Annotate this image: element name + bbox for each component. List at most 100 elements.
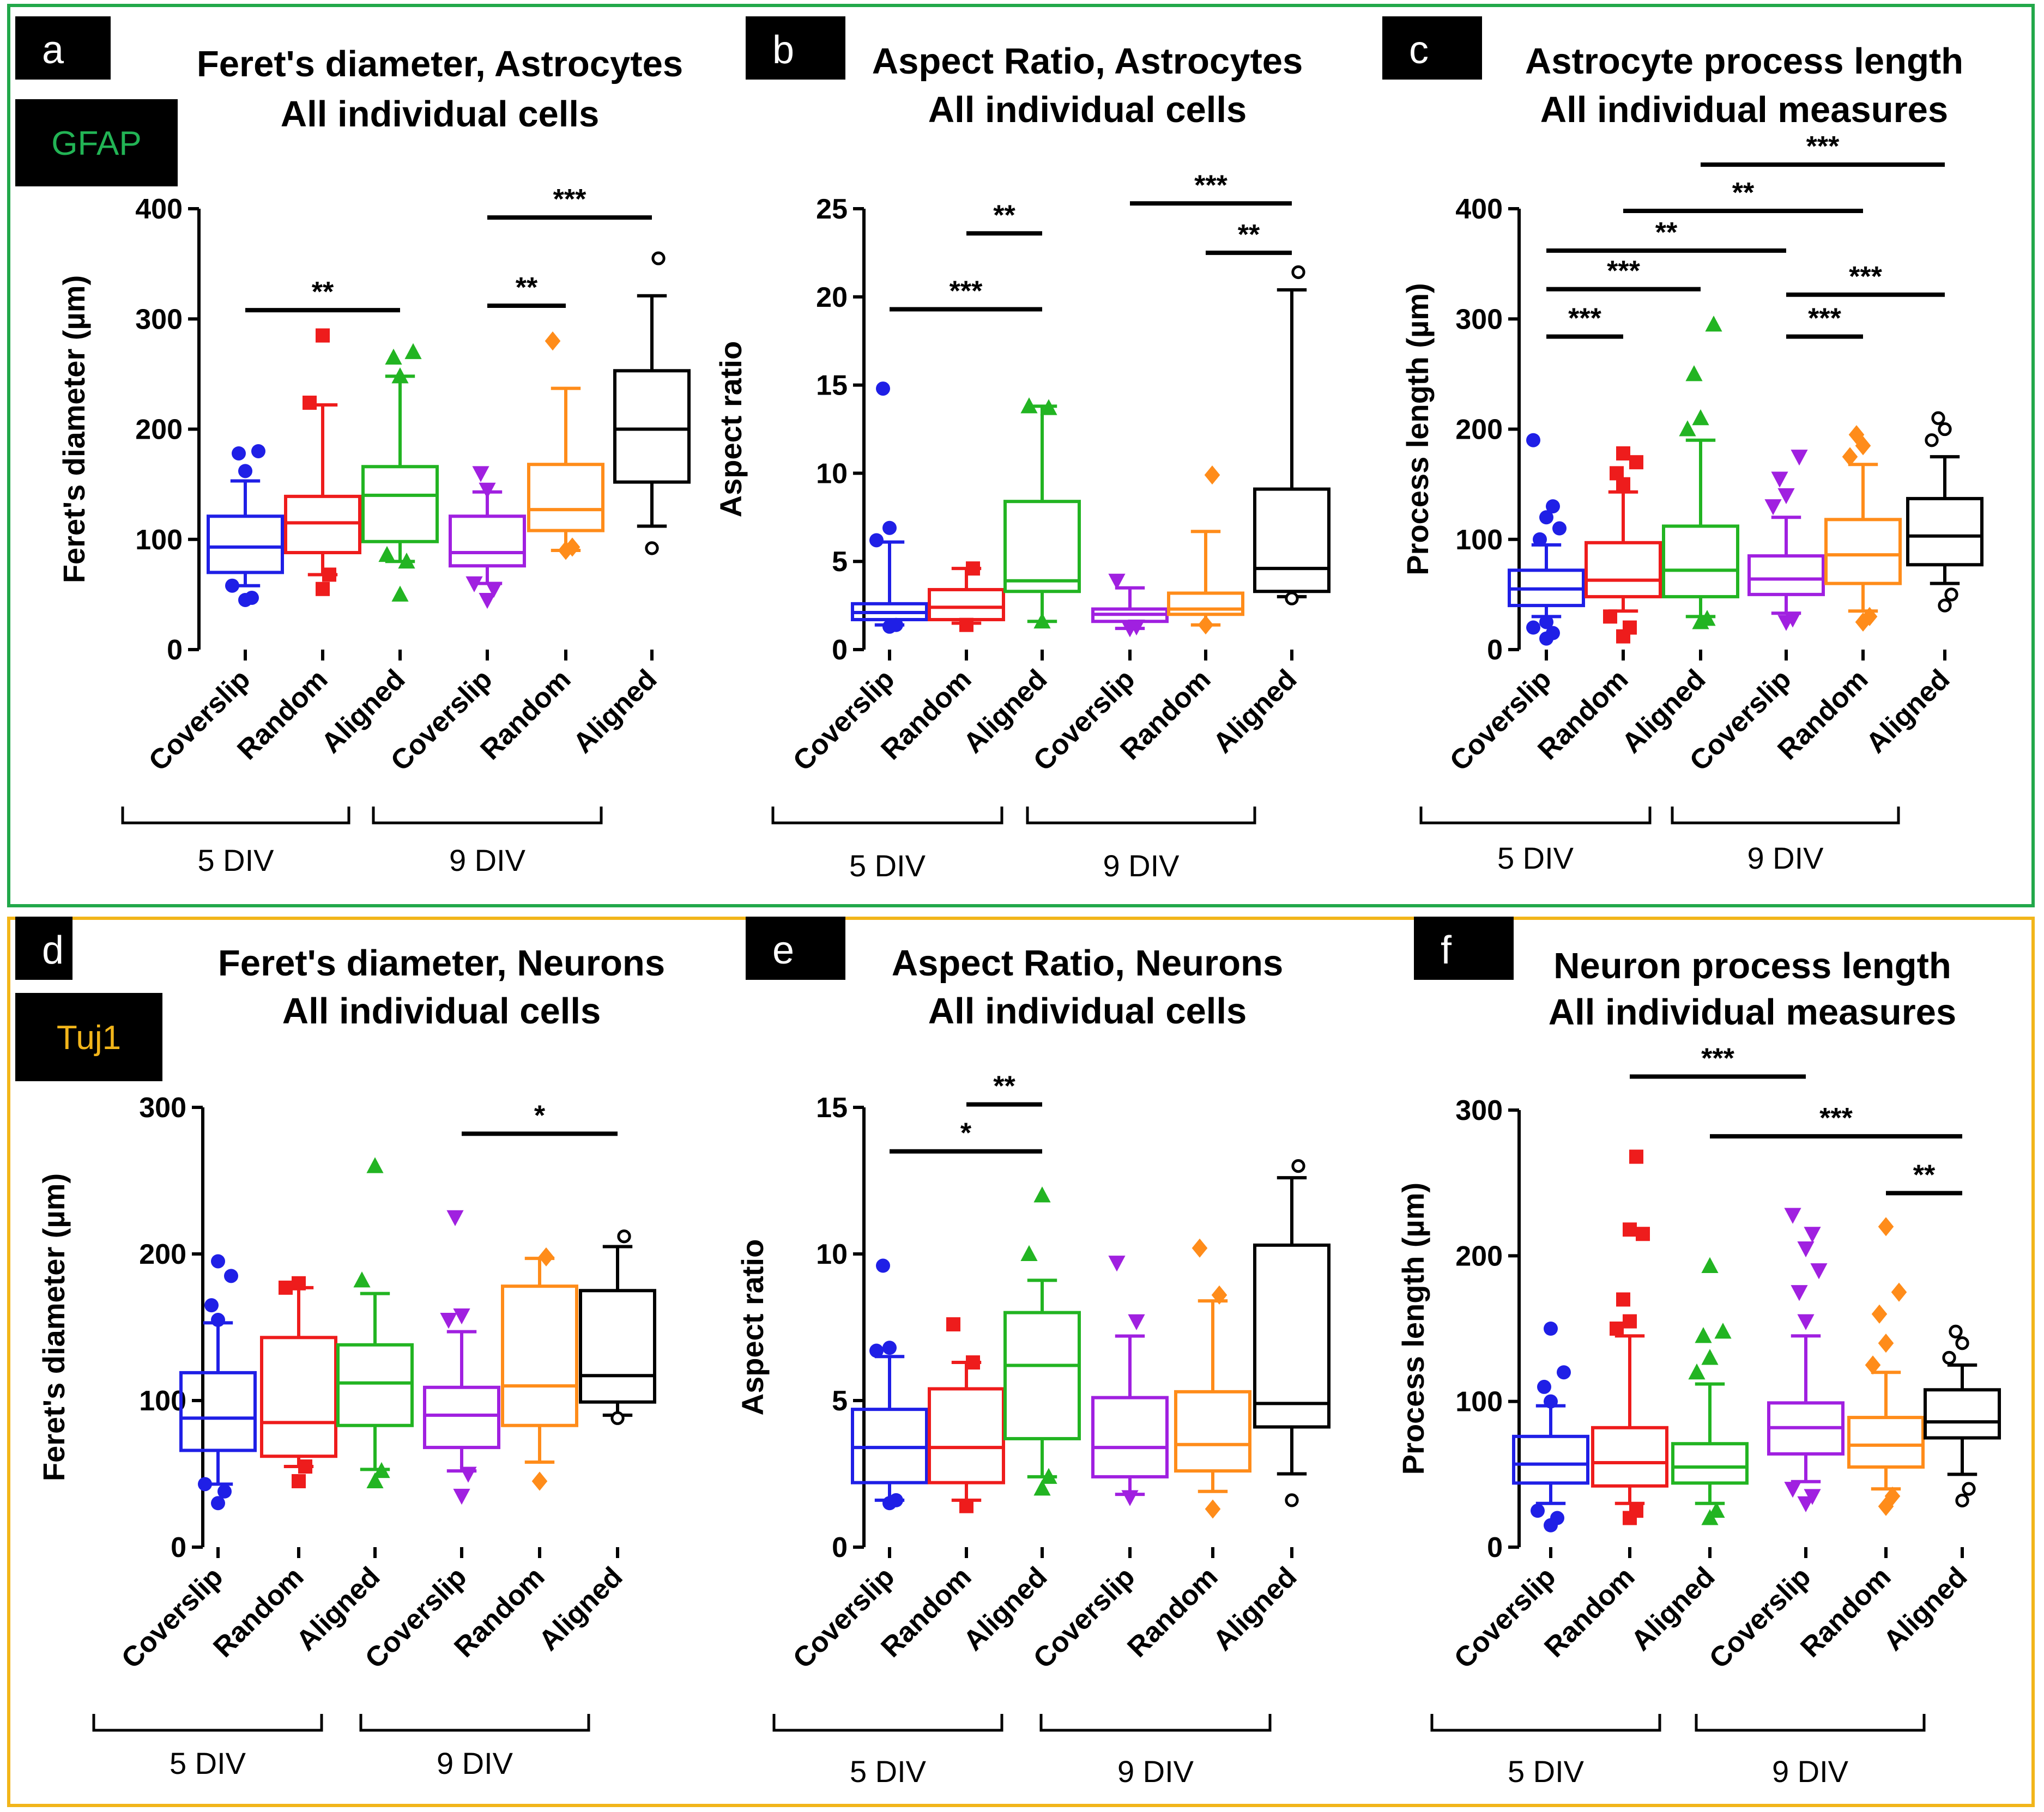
outlier-point: [211, 1496, 225, 1511]
outlier-point: [1842, 447, 1858, 466]
outlier-point: [1544, 1322, 1558, 1336]
box-aligned-5div: [361, 343, 439, 602]
significance-label: **: [993, 1071, 1015, 1102]
x-category-label: Aligned: [533, 1561, 629, 1657]
panel-letter: e: [772, 929, 794, 972]
box-iqr: [579, 1289, 656, 1404]
box-aligned-9div: [1906, 411, 1983, 613]
outlier-point: [316, 581, 330, 596]
outlier-point: [446, 1210, 464, 1226]
y-axis-label: Aspect ratio: [713, 341, 748, 518]
y-axis-label: Feret's diameter (µm): [57, 275, 91, 583]
outlier-point: [238, 464, 252, 478]
panel-letter-box: [746, 917, 845, 980]
outlier-point: [1108, 1256, 1126, 1272]
box-random-5div: [284, 328, 361, 596]
chart-title-line2: All individual cells: [281, 94, 600, 135]
box-random-5div: [1591, 1149, 1668, 1525]
outlier-point: [211, 1254, 225, 1269]
outlier-point: [1033, 1186, 1051, 1203]
outlier-point: [479, 592, 496, 609]
outlier-point: [538, 1247, 554, 1266]
outlier-point: [1708, 1501, 1725, 1518]
outlier-point: [545, 331, 561, 351]
outlier-point: [1205, 1499, 1221, 1519]
box-iqr: [1662, 524, 1739, 598]
x-category-label: Random: [1121, 1561, 1224, 1663]
x-category-label: Coverslip: [1444, 663, 1558, 777]
group-bracket-9div: [1039, 1714, 1272, 1732]
outlier-point: [1685, 365, 1703, 381]
box-aligned-9div: [579, 1229, 656, 1425]
box-iqr: [928, 1387, 1005, 1484]
outlier-point: [1797, 1314, 1815, 1330]
outlier-point: [198, 1477, 212, 1492]
box-coverslip-5div: [179, 1254, 257, 1511]
box-iqr: [1003, 500, 1081, 593]
x-category-label: Aligned: [1860, 663, 1956, 759]
group-label-5div: 5 DIV: [1508, 1754, 1585, 1789]
outlier-point: [1771, 471, 1788, 488]
outlier-point: [1192, 1238, 1208, 1258]
panel-letter-box: [1382, 16, 1482, 80]
x-category-label: Coverslip: [787, 1561, 901, 1675]
y-tick-label: 200: [139, 1239, 186, 1270]
chart-title-line1: Neuron process length: [1553, 946, 1951, 986]
y-tick-label: 0: [171, 1532, 186, 1563]
outlier-point: [1714, 1323, 1732, 1339]
outlier-point: [1884, 1486, 1901, 1506]
outlier-point: [1623, 620, 1637, 635]
outlier-point: [1797, 1241, 1815, 1258]
y-tick-label: 15: [816, 370, 848, 402]
outlier-point: [251, 444, 265, 458]
outlier-point: [1688, 1363, 1706, 1380]
outlier-point: [1531, 1504, 1545, 1518]
outlier-point: [1544, 1394, 1558, 1409]
box-aligned-5div: [1671, 1257, 1749, 1525]
outlier-point: [1198, 615, 1214, 635]
panel-letter-box: [1414, 917, 1514, 980]
outlier-point: [316, 328, 330, 343]
box-iqr: [928, 587, 1005, 621]
outlier-point: [876, 381, 890, 396]
box-iqr: [1591, 1426, 1668, 1488]
panel-letter: d: [42, 929, 64, 972]
box-random-5div: [928, 1317, 1005, 1513]
x-category-label: Random: [207, 1561, 310, 1663]
box-random-9div: [1824, 425, 1902, 632]
outlier-point: [531, 1471, 548, 1491]
outlier-point: [366, 1472, 384, 1488]
outlier-point: [1546, 626, 1560, 640]
outlier-point: [1701, 1257, 1719, 1274]
outlier-point: [479, 482, 496, 499]
outlier-point: [1804, 1489, 1821, 1505]
panel-e: e Aspect Ratio, Neurons All individual cel…: [735, 917, 1331, 1789]
outlier-point: [1791, 1285, 1808, 1301]
y-tick-label: 5: [832, 546, 848, 578]
gfap-label-box: [15, 99, 178, 186]
outlier-point: [1804, 1227, 1821, 1243]
outlier-point: [1616, 1292, 1630, 1307]
group-bracket-5div: [1430, 1714, 1661, 1732]
box-coverslip-9div: [1747, 450, 1825, 631]
box-coverslip-5div: [1508, 433, 1585, 646]
outlier-point: [1777, 488, 1795, 505]
group-label-9div: 9 DIV: [1117, 1754, 1194, 1789]
box-random-5div: [260, 1276, 337, 1488]
outlier-point: [1791, 450, 1808, 466]
box-aligned-5div: [1003, 397, 1081, 629]
y-tick-label: 400: [135, 193, 183, 225]
outlier-point: [1629, 1149, 1643, 1164]
outlier-point: [882, 1341, 897, 1355]
box-random-9div: [1847, 1217, 1925, 1516]
outlier-point: [1552, 521, 1567, 536]
outlier-point: [1931, 411, 1945, 425]
outlier-point: [1539, 615, 1553, 629]
box-iqr: [1747, 554, 1825, 596]
group-label-5div: 5 DIV: [850, 1754, 927, 1789]
outlier-point: [322, 567, 336, 582]
outlier-point: [889, 1493, 903, 1507]
box-coverslip-5div: [851, 1258, 928, 1511]
group-label-5div: 5 DIV: [170, 1746, 246, 1780]
significance-label: **: [312, 276, 334, 308]
